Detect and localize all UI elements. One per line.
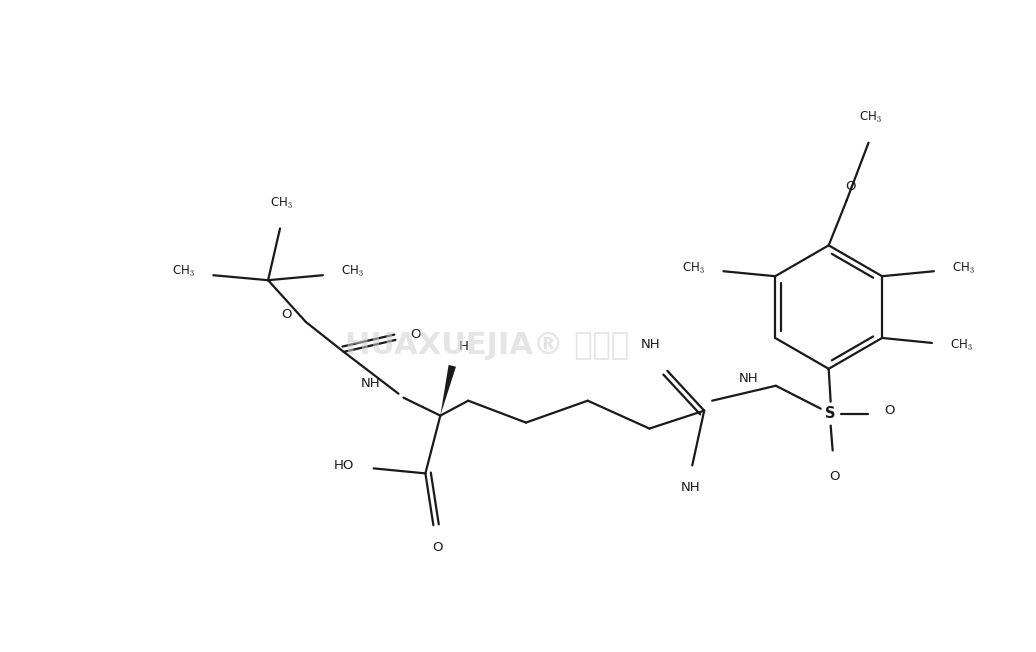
Text: O: O — [885, 404, 895, 417]
Text: NH: NH — [739, 372, 758, 385]
Text: CH$_3$: CH$_3$ — [952, 261, 975, 276]
Text: CH$_3$: CH$_3$ — [270, 196, 293, 211]
Text: CH$_3$: CH$_3$ — [950, 338, 973, 353]
Text: HUAXUEJIA® 化学加: HUAXUEJIA® 化学加 — [345, 331, 629, 360]
Text: O: O — [432, 541, 442, 554]
Text: O: O — [830, 470, 840, 483]
Text: HO: HO — [334, 459, 353, 472]
Text: CH$_3$: CH$_3$ — [682, 261, 706, 276]
Text: CH$_3$: CH$_3$ — [341, 263, 364, 279]
Text: NH: NH — [640, 338, 660, 351]
Text: S: S — [826, 406, 836, 421]
Text: O: O — [845, 180, 856, 193]
Text: CH$_3$: CH$_3$ — [859, 110, 882, 125]
Text: NH: NH — [681, 481, 700, 494]
Text: H: H — [458, 340, 468, 353]
Text: CH$_3$: CH$_3$ — [172, 263, 196, 279]
Text: O: O — [410, 329, 421, 342]
Text: NH: NH — [361, 378, 380, 391]
Text: O: O — [282, 308, 292, 321]
Polygon shape — [440, 365, 456, 415]
